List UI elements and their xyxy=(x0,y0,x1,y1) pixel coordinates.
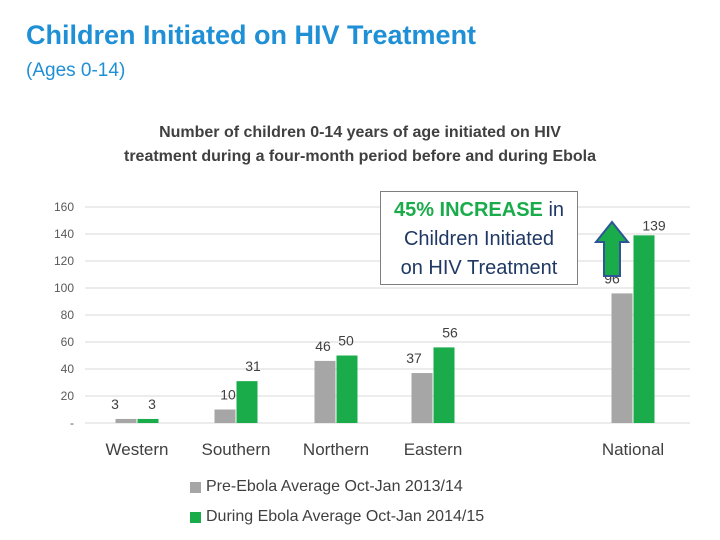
callout-highlight: 45% INCREASE xyxy=(393,199,543,221)
callout-line-2: Children Initiated xyxy=(403,228,555,250)
bar-pre xyxy=(611,293,633,423)
legend-swatch-during xyxy=(190,511,201,523)
chart-legend: Pre-Ebola Average Oct-Jan 2013/14 During… xyxy=(190,472,484,532)
x-tick-label: Eastern xyxy=(404,440,463,459)
y-tick-label: 60 xyxy=(61,335,75,349)
increase-callout: 45% INCREASE in Children Initiated on HI… xyxy=(380,191,578,285)
chart-title-line-2: treatment during a four-month period bef… xyxy=(124,148,596,165)
bar-during xyxy=(236,381,258,423)
y-tick-label: 120 xyxy=(54,254,74,268)
data-label-during: 56 xyxy=(442,324,458,340)
data-label-pre: 46 xyxy=(315,338,331,354)
x-tick-label: Northern xyxy=(303,440,369,459)
chart-title: Number of children 0-14 years of age ini… xyxy=(60,121,660,169)
y-tick-label: 100 xyxy=(54,281,74,295)
bar-pre xyxy=(411,373,433,423)
data-label-pre: 10 xyxy=(220,387,236,403)
bar-pre xyxy=(214,409,236,423)
legend-item-pre: Pre-Ebola Average Oct-Jan 2013/14 xyxy=(190,472,484,502)
y-tick-label: 40 xyxy=(61,362,75,376)
data-label-pre: 3 xyxy=(111,396,119,412)
bar-during xyxy=(336,355,358,423)
data-label-during: 3 xyxy=(148,396,156,412)
bar-pre xyxy=(115,418,137,423)
data-label-during: 31 xyxy=(245,358,261,374)
data-label-pre: 37 xyxy=(406,350,422,366)
bar-during xyxy=(433,347,455,423)
x-tick-label: Western xyxy=(106,440,169,459)
x-tick-label: National xyxy=(602,440,664,459)
callout-connector: in xyxy=(548,199,565,221)
y-tick-label: - xyxy=(70,416,74,430)
data-label-during: 139 xyxy=(642,217,666,233)
bar-pre xyxy=(314,360,336,423)
legend-item-during: During Ebola Average Oct-Jan 2014/15 xyxy=(190,502,484,532)
y-tick-label: 140 xyxy=(54,227,74,241)
y-tick-label: 20 xyxy=(61,389,75,403)
chart-title-line-1: Number of children 0-14 years of age ini… xyxy=(159,124,561,141)
x-tick-label: Southern xyxy=(202,440,271,459)
increase-arrow-icon xyxy=(593,220,631,277)
legend-label-during: During Ebola Average Oct-Jan 2014/15 xyxy=(206,508,485,525)
legend-label-pre: Pre-Ebola Average Oct-Jan 2013/14 xyxy=(206,478,463,495)
slide-subtitle: (Ages 0-14) xyxy=(26,60,126,81)
y-tick-label: 160 xyxy=(54,200,74,214)
legend-swatch-pre xyxy=(190,481,201,493)
y-tick-label: 80 xyxy=(61,308,75,322)
bar-during xyxy=(633,235,655,423)
data-label-during: 50 xyxy=(338,333,354,349)
slide-title: Children Initiated on HIV Treatment xyxy=(26,20,477,50)
bar-during xyxy=(137,418,159,423)
callout-line-3: on HIV Treatment xyxy=(400,257,558,279)
